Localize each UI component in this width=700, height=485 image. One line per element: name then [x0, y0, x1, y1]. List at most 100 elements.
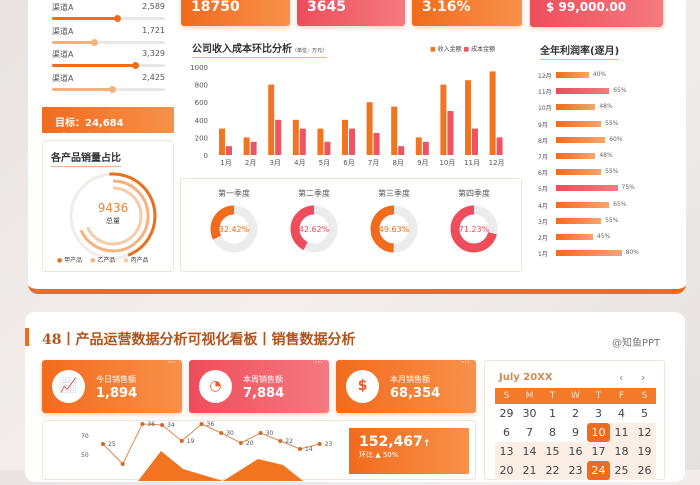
calendar-day[interactable]: 15 — [541, 442, 564, 461]
quarter-donut: 第三季度 49.63% — [359, 179, 429, 271]
quarter-value: 71.23% — [458, 225, 490, 234]
bar-cost — [299, 128, 306, 155]
calendar-day[interactable]: 2 — [572, 407, 579, 420]
total-card-value: $ 99,000.00 — [546, 0, 627, 14]
calendar-day[interactable]: 24 — [587, 461, 610, 480]
y-tick-label: 0 — [204, 152, 208, 160]
kpi-card[interactable]: 📈 今日销售额 1,894 ··· — [42, 358, 182, 413]
kpi-card[interactable]: ◔ 本周销售额 7,884 ··· — [189, 358, 329, 413]
profit-value: 80% — [625, 249, 639, 257]
calendar-day[interactable]: 21 — [518, 461, 541, 480]
bar-income — [219, 128, 225, 155]
quarter-panel: 第一季度 32.42% 第二季度 42.62% 第三季度 49.63% 第四季度 71.23% — [180, 178, 522, 272]
ring-c — [83, 186, 143, 246]
calendar-day[interactable]: 11 — [610, 423, 633, 442]
calendar-day[interactable]: 29 — [499, 407, 514, 420]
area-shape — [223, 459, 303, 481]
point-label: 25 — [108, 441, 116, 448]
more-menu-icon[interactable]: ··· — [314, 358, 323, 368]
line-point — [101, 442, 105, 446]
section-title: 48丨产品运营数据分析可视化看板丨销售数据分析 — [42, 332, 356, 348]
revenue-cost-chart: 公司收入成本环比分析（单位：万元） ■ 收入金额 ■ 成本金额 0 200 400 6… — [180, 32, 522, 172]
calendar-day[interactable]: 5 — [641, 407, 648, 420]
line-point — [179, 439, 184, 443]
chart-growth-icon: 📈 — [52, 370, 85, 403]
profit-title: 全年利润率(逐月) — [540, 42, 620, 60]
channel-progress — [52, 85, 165, 93]
profit-bar — [556, 201, 610, 208]
quarter-donut: 第四季度 71.23% — [439, 179, 509, 271]
kpi-card[interactable]: $ 本月销售额 68,354 ··· — [336, 358, 476, 413]
point-label: 20 — [246, 440, 254, 447]
stat-value: 18750 — [191, 0, 240, 15]
calendar-day[interactable]: 6 — [503, 426, 510, 439]
line-point — [199, 422, 204, 426]
month-label: 3月 — [538, 218, 548, 226]
calendar-day[interactable]: 25 — [610, 461, 633, 480]
calendar-day[interactable]: 13 — [495, 442, 518, 461]
y-tick-label: 70 — [81, 433, 89, 440]
calendar-day[interactable]: 23 — [564, 461, 587, 480]
channel-label: 渠道A — [52, 50, 74, 59]
calendar-day[interactable]: 3 — [595, 407, 602, 420]
next-month-button[interactable]: › — [641, 371, 646, 384]
calendar-day[interactable]: 7 — [526, 426, 533, 439]
calendar-day[interactable]: 17 — [587, 442, 610, 461]
line-series — [102, 423, 320, 465]
bar-income — [317, 128, 324, 155]
profit-bar — [556, 120, 602, 127]
profit-value: 40% — [592, 71, 607, 78]
channel-value: 3,329 — [142, 49, 165, 58]
line-point — [120, 462, 125, 466]
y-tick-label: 50 — [81, 452, 89, 459]
profit-bar — [556, 72, 589, 78]
calendar-day[interactable]: 9 — [572, 426, 579, 439]
calendar-day[interactable]: 22 — [541, 461, 564, 480]
bar-cost — [472, 128, 478, 155]
weekday-header: F — [610, 388, 633, 404]
profit-value: 60% — [609, 135, 623, 143]
calendar-month: July 20XX — [499, 372, 553, 383]
calendar-day[interactable]: 10 — [587, 423, 610, 442]
stat-card-2: 3645 — [297, 0, 405, 26]
point-label: 36 — [147, 421, 155, 428]
calendar-day[interactable]: 20 — [495, 461, 518, 480]
profit-row: 8月 60% — [538, 135, 663, 145]
channel-value: 2,425 — [142, 72, 165, 82]
pie-chart-icon: ◔ — [199, 370, 232, 403]
calendar-day[interactable]: 19 — [633, 442, 656, 461]
product-share-rings — [69, 172, 157, 260]
calendar-day[interactable]: 12 — [633, 423, 656, 442]
bar-cost — [496, 137, 503, 155]
calendar-day[interactable]: 14 — [518, 442, 541, 461]
y-tick-label: 800 — [195, 82, 208, 90]
profit-value: 55% — [605, 119, 619, 127]
point-label: 19 — [187, 438, 195, 445]
point-label: 23 — [325, 441, 333, 448]
channel-value: 1,721 — [142, 25, 165, 35]
calendar-day[interactable]: 16 — [564, 442, 587, 461]
calendar-day[interactable]: 18 — [610, 442, 633, 461]
month-label: 4月 — [538, 202, 548, 210]
month-label: 1月 — [538, 251, 548, 259]
quarter-donut: 第一季度 32.42% — [199, 179, 269, 271]
calendar-day[interactable]: 30 — [522, 407, 537, 420]
growth-value: 152,467 — [359, 434, 423, 450]
bar-cost — [250, 141, 257, 155]
channel-progress — [52, 15, 165, 22]
more-menu-icon[interactable]: ··· — [461, 358, 470, 368]
kpi-value: 68,354 — [390, 386, 441, 401]
calendar-day[interactable]: 26 — [633, 461, 656, 480]
calendar-day[interactable]: 8 — [549, 426, 556, 439]
prev-month-button[interactable]: ‹ — [619, 371, 624, 384]
bar-cost — [398, 146, 405, 155]
calendar-day[interactable]: 4 — [618, 407, 625, 420]
more-menu-icon[interactable]: ··· — [167, 358, 176, 368]
calendar-day[interactable]: 1 — [549, 407, 556, 420]
line-point — [258, 431, 263, 435]
calendar: July 20XX ‹ › S M T W T F S 29 30 1 2 3 4 5 6 7 8 9 10 11 12… — [484, 360, 665, 480]
line-point — [219, 431, 224, 435]
bar-cost — [324, 141, 331, 155]
title-accent — [25, 328, 29, 346]
profit-panel: 全年利润率(逐月) 12月 40% 11月 65% 10月 48% 9月 55% 8月 60% 7月… — [530, 35, 663, 272]
